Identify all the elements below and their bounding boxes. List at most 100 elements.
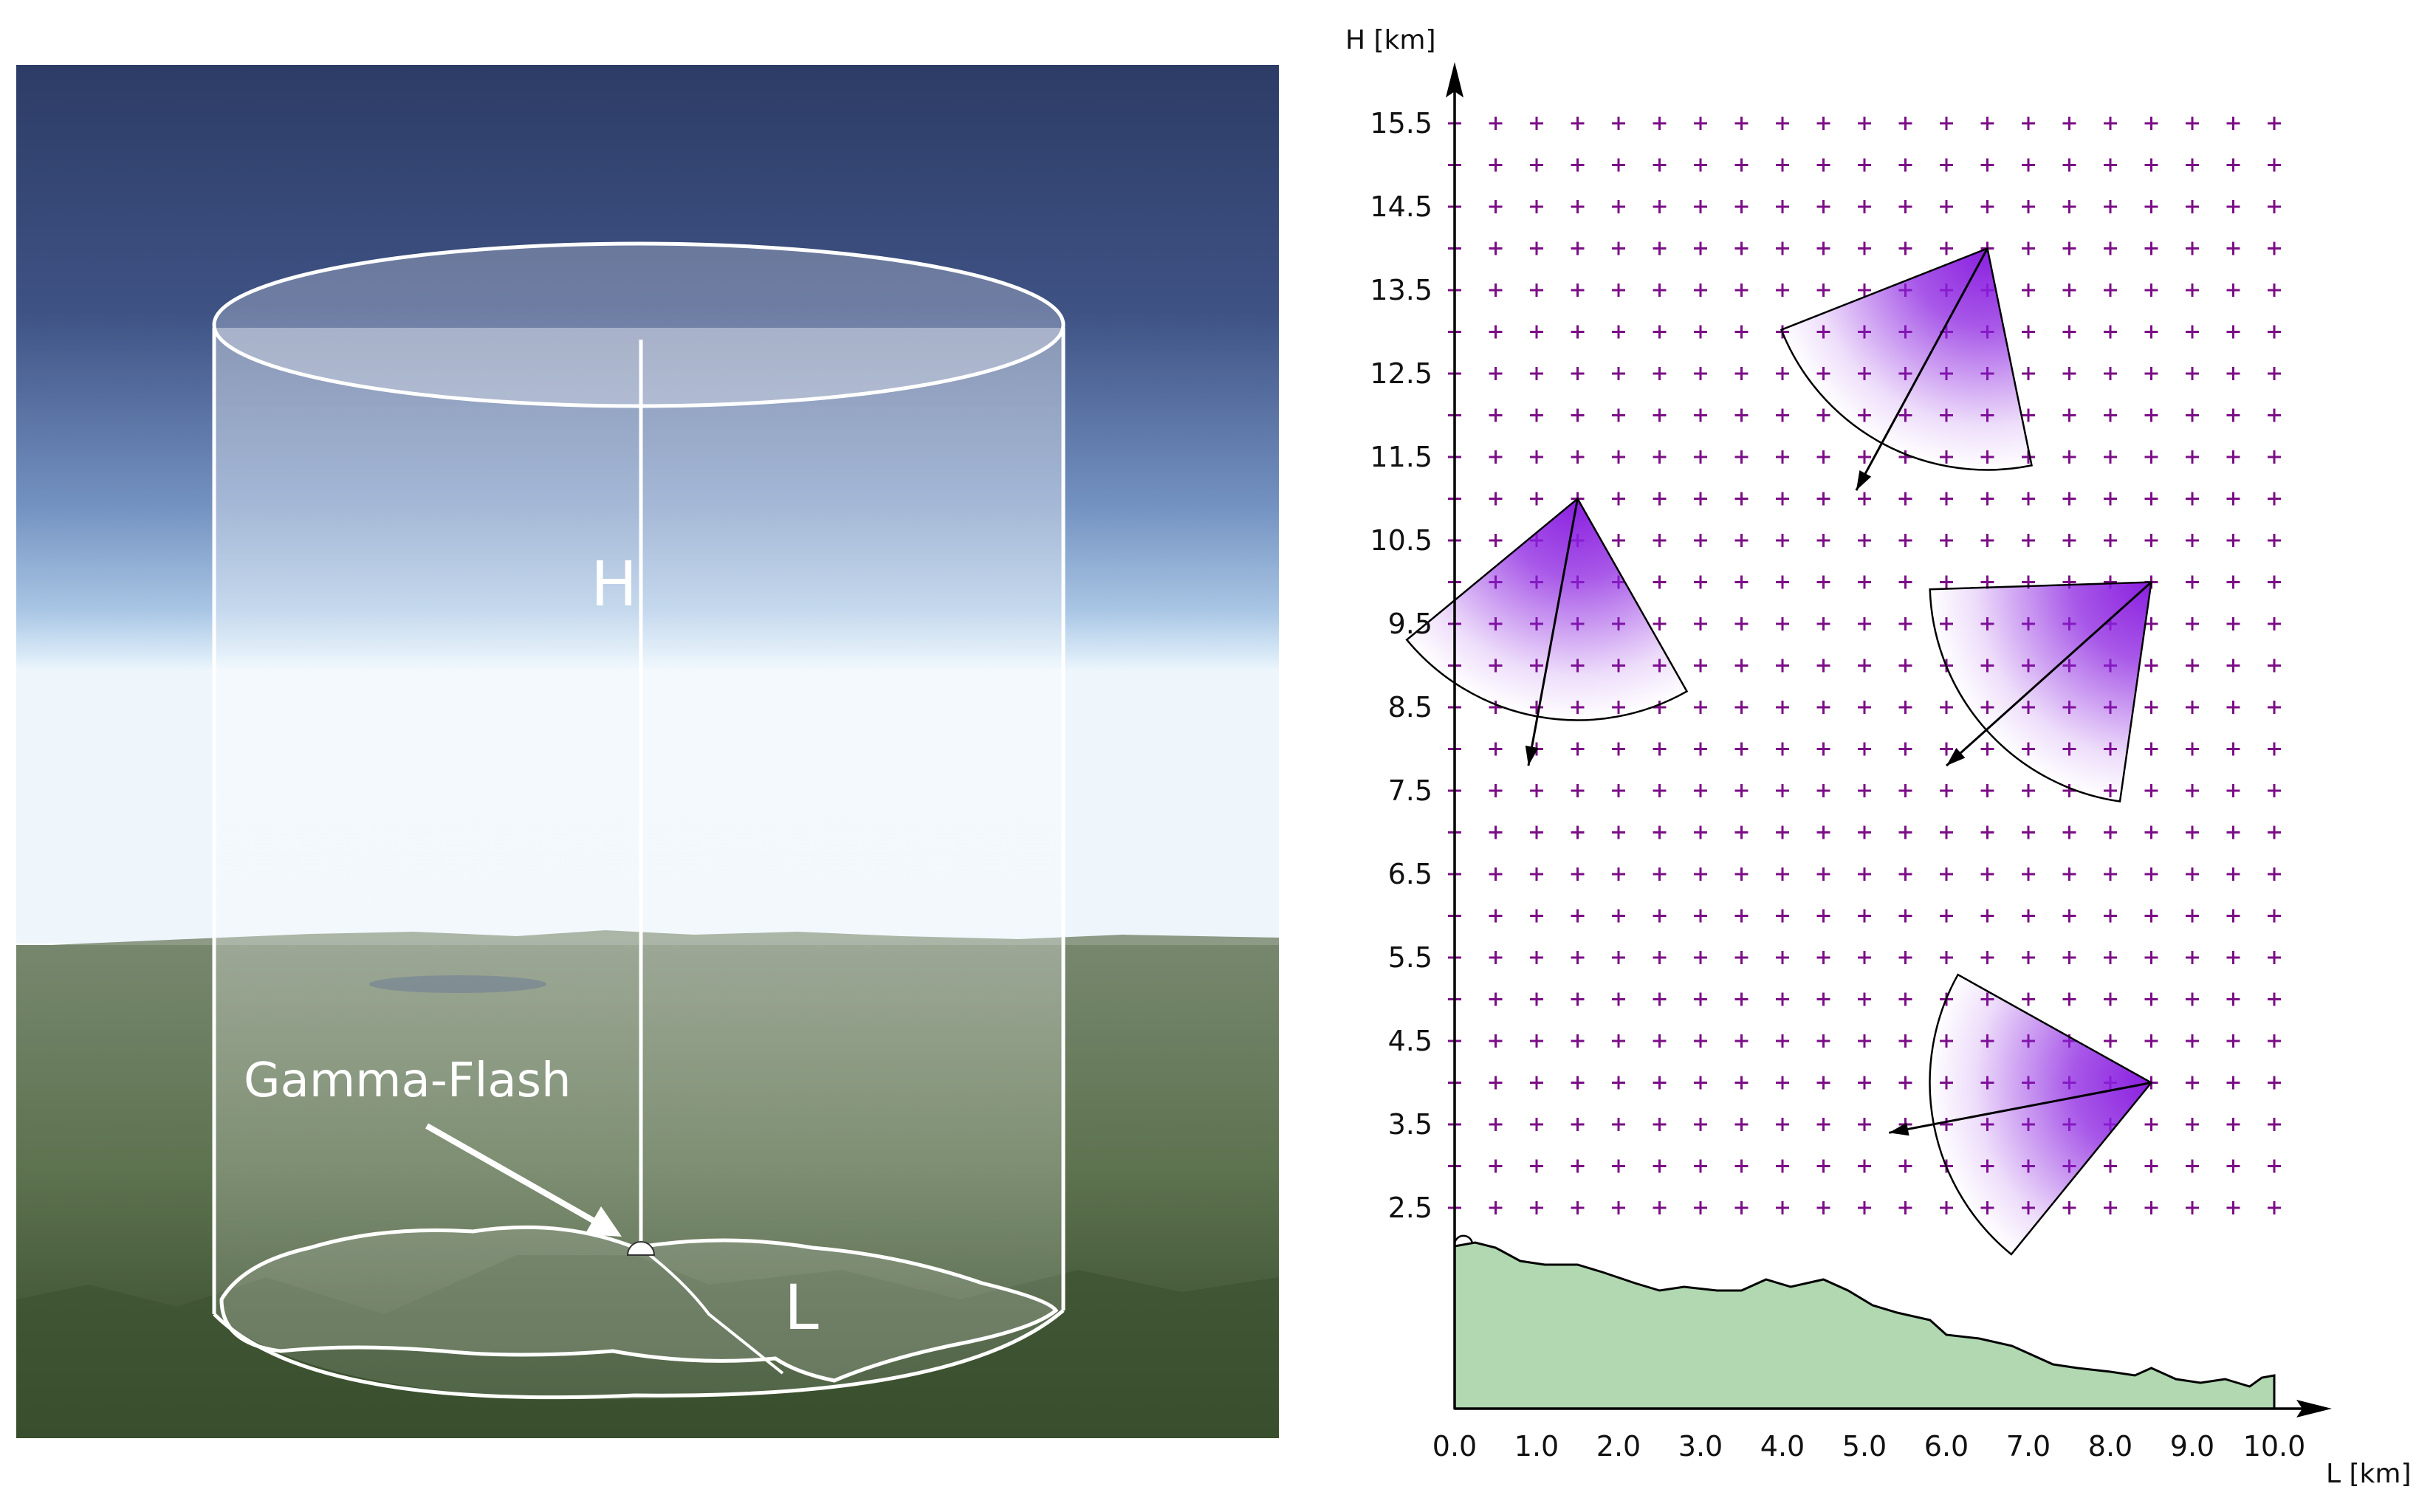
direction-arrowhead	[1946, 748, 1966, 766]
grid-marker	[1940, 951, 1953, 964]
grid-marker	[1530, 1076, 1543, 1090]
grid-marker	[2104, 241, 2117, 255]
grid-marker	[1530, 450, 1543, 464]
grid-marker	[1898, 200, 1912, 213]
grid-marker	[1653, 742, 1667, 756]
grid-marker	[1858, 158, 1871, 172]
grid-marker	[1694, 825, 1707, 839]
grid-marker	[1530, 284, 1543, 297]
grid-marker	[1694, 1159, 1707, 1173]
grid-marker	[2022, 992, 2035, 1006]
grid-marker	[1858, 951, 1871, 964]
grid-marker	[1858, 1201, 1871, 1214]
grid-marker	[2104, 408, 2117, 422]
grid-marker	[1694, 1034, 1707, 1048]
y-tick-label: 7.5	[1388, 774, 1432, 807]
grid-marker	[1694, 492, 1707, 506]
grid-marker	[1858, 492, 1871, 506]
grid-marker	[2268, 575, 2281, 589]
grid-marker	[1530, 784, 1543, 797]
grid-marker	[1612, 784, 1625, 797]
grid-marker	[2268, 742, 2281, 756]
grid-marker	[2226, 534, 2240, 547]
x-tick-label: 8.0	[2088, 1430, 2132, 1463]
grid-marker	[1489, 784, 1503, 797]
grid-marker	[1489, 867, 1503, 881]
grid-marker	[2226, 617, 2240, 630]
diagram-panel: 0.0 1.0 2.0 3.0 4.0 5.0 6.0 7.0 8.0 9.0 10.0 2.5 3.5…	[1345, 25, 2412, 1489]
grid-marker	[2268, 117, 2281, 130]
grid-marker	[2144, 1159, 2158, 1173]
direction-arrow	[1889, 1082, 2152, 1134]
grid-marker	[1734, 200, 1749, 213]
grid-marker	[1694, 909, 1707, 923]
grid-marker	[2144, 617, 2158, 630]
grid-marker	[1571, 867, 1585, 881]
grid-marker	[1571, 158, 1585, 172]
grid-marker	[1653, 1076, 1667, 1090]
grid-markers	[1448, 117, 2281, 1214]
source-sector	[1405, 497, 1689, 721]
y-tick-label: 10.5	[1370, 524, 1432, 557]
grid-marker	[1489, 325, 1503, 339]
grid-marker	[2144, 241, 2158, 255]
grid-marker	[1653, 909, 1667, 923]
grid-marker	[2186, 534, 2199, 547]
grid-marker	[1571, 1159, 1585, 1173]
grid-marker	[1816, 659, 1830, 673]
grid-marker	[1653, 492, 1667, 506]
grid-marker	[1980, 534, 1994, 547]
grid-marker	[2022, 200, 2035, 213]
grid-marker	[1776, 241, 1789, 255]
grid-marker	[1571, 1034, 1585, 1048]
grid-marker	[1776, 992, 1789, 1006]
grid-marker	[1571, 367, 1585, 380]
grid-marker	[1612, 951, 1625, 964]
grid-marker	[1816, 492, 1830, 506]
grid-marker	[1734, 492, 1749, 506]
direction-arrow	[1527, 498, 1579, 766]
y-tick-label: 4.5	[1388, 1025, 1432, 1057]
grid-marker	[1816, 284, 1830, 297]
grid-marker	[1940, 867, 1953, 881]
grid-marker	[2186, 367, 2199, 380]
grid-marker	[1653, 1159, 1667, 1173]
grid-marker	[2062, 825, 2076, 839]
height-label: H	[591, 548, 637, 620]
grid-marker	[1694, 241, 1707, 255]
grid-marker	[1489, 1118, 1503, 1131]
grid-marker	[1816, 992, 1830, 1006]
grid-marker	[1898, 1201, 1912, 1214]
gamma-flash-label: Gamma-Flash	[244, 1054, 572, 1108]
axes	[1446, 62, 2332, 1418]
grid-marker	[1858, 659, 1871, 673]
grid-marker	[2186, 284, 2199, 297]
grid-marker	[2268, 1076, 2281, 1090]
grid-marker	[2144, 492, 2158, 506]
grid-marker	[2144, 450, 2158, 464]
grid-marker	[1612, 1034, 1625, 1048]
grid-marker	[1980, 825, 1994, 839]
grid-marker	[1653, 200, 1667, 213]
grid-marker	[1612, 867, 1625, 881]
grid-marker	[1612, 200, 1625, 213]
grid-marker	[1694, 450, 1707, 464]
grid-marker	[1530, 367, 1543, 380]
grid-marker	[1694, 200, 1707, 213]
grid-marker	[1489, 1034, 1503, 1048]
grid-marker	[1776, 825, 1789, 839]
grid-marker	[1489, 408, 1503, 422]
grid-marker	[1530, 241, 1543, 255]
grid-marker	[1489, 742, 1503, 756]
grid-marker	[1530, 825, 1543, 839]
grid-marker	[1734, 659, 1749, 673]
grid-marker	[2226, 158, 2240, 172]
grid-marker	[1612, 534, 1625, 547]
grid-marker	[2104, 158, 2117, 172]
grid-marker	[1776, 1076, 1789, 1090]
grid-marker	[1858, 1076, 1871, 1090]
grid-marker	[1530, 325, 1543, 339]
grid-marker	[1734, 701, 1749, 714]
grid-marker	[1612, 158, 1625, 172]
grid-marker	[2186, 617, 2199, 630]
